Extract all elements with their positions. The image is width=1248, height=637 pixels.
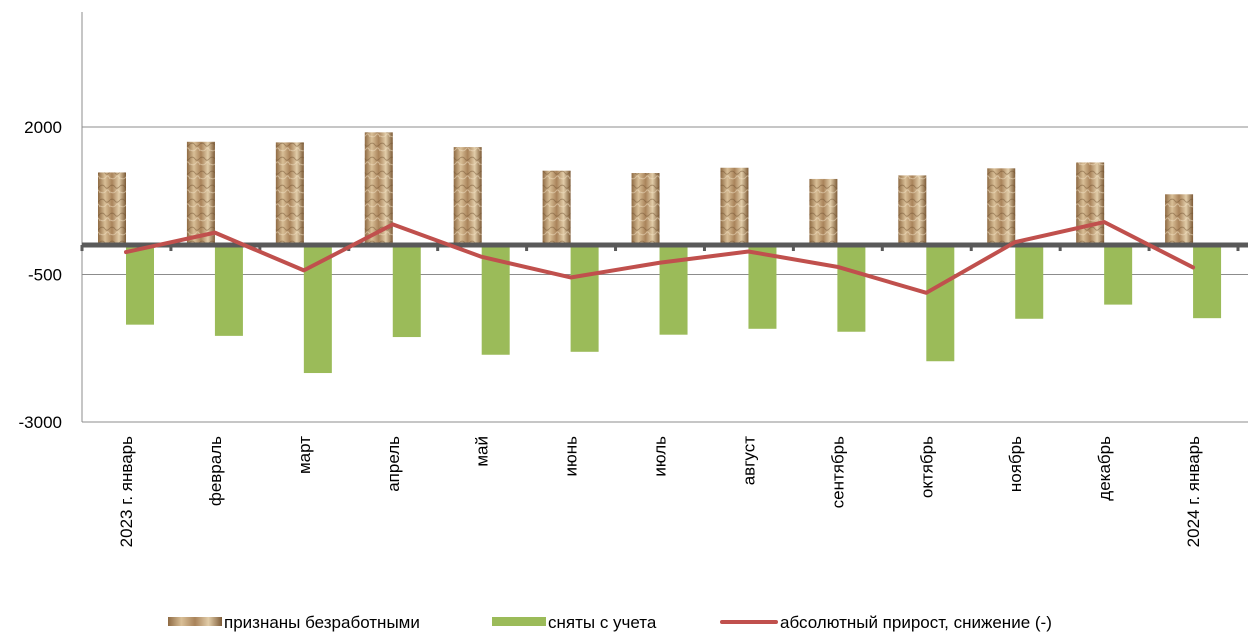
bar-texture [720, 167, 749, 246]
x-category-label: апрель [384, 436, 403, 492]
x-axis-tick [702, 245, 706, 252]
bar-texture [1165, 194, 1194, 246]
x-category-label: ноябрь [1006, 436, 1025, 492]
legend-swatch-removed [492, 617, 546, 626]
legend-label-recognized: признаны безработными [224, 613, 420, 632]
legend-label-removed: сняты с учета [548, 613, 657, 632]
axis-labels: 2000 -500 -3000 2023 г. январь февраль март ап… [19, 118, 1204, 547]
bar-removed-from-register [126, 245, 154, 325]
bar-texture [898, 175, 927, 246]
x-axis-tick [969, 245, 973, 252]
x-category-label: февраль [206, 436, 225, 506]
x-axis-tick [258, 245, 262, 252]
x-category-label: июнь [562, 436, 581, 477]
x-axis-tick [1147, 245, 1151, 252]
x-axis-tick [791, 245, 795, 252]
bar-removed-from-register [570, 245, 599, 352]
x-axis-tick [80, 245, 84, 252]
line-series [124, 220, 1196, 295]
bar-texture [631, 173, 660, 246]
x-category-label: 2023 г. январь [117, 436, 136, 547]
bar-removed-from-register [748, 245, 777, 329]
bar-removed-from-register [1015, 245, 1044, 319]
bars [98, 132, 1222, 374]
bar-texture [275, 142, 304, 246]
bar-removed-from-register [214, 245, 243, 336]
bar-removed-from-register [926, 245, 955, 362]
x-category-label: март [295, 436, 314, 474]
x-category-label: декабрь [1095, 436, 1114, 501]
legend-label-line: абсолютный прирост, снижение (-) [780, 613, 1052, 632]
x-axis-tick [525, 245, 529, 252]
bar-removed-from-register [392, 245, 421, 338]
x-category-label: 2024 г. январь [1184, 436, 1203, 547]
x-axis-tick [1058, 245, 1062, 252]
x-axis-tick [169, 245, 173, 252]
bar-removed-from-register [837, 245, 866, 332]
x-category-label: сентябрь [828, 436, 847, 509]
x-axis-tick [880, 245, 884, 252]
y-tick-label: -500 [28, 266, 62, 285]
y-tick-label: 2000 [24, 118, 62, 137]
bar-texture [542, 170, 571, 246]
bar-texture [987, 168, 1016, 246]
legend: признаны безработными сняты с учета абсолю… [168, 613, 1052, 632]
x-category-label: май [473, 436, 492, 467]
x-category-label: июль [651, 436, 670, 477]
y-tick-label: -3000 [19, 413, 62, 432]
x-axis-tick [614, 245, 618, 252]
bar-removed-from-register [1193, 245, 1222, 319]
x-category-label: октябрь [917, 436, 936, 498]
bar-texture [453, 147, 482, 246]
bar-texture [98, 172, 126, 246]
x-axis-tick [1236, 245, 1240, 252]
x-axis-tick [436, 245, 440, 252]
bar-texture [186, 141, 215, 246]
bar-texture [809, 178, 838, 246]
bar-removed-from-register [1104, 245, 1133, 305]
x-category-label: август [739, 436, 758, 485]
bar-texture [1076, 162, 1105, 246]
legend-swatch-recognized [168, 617, 222, 626]
